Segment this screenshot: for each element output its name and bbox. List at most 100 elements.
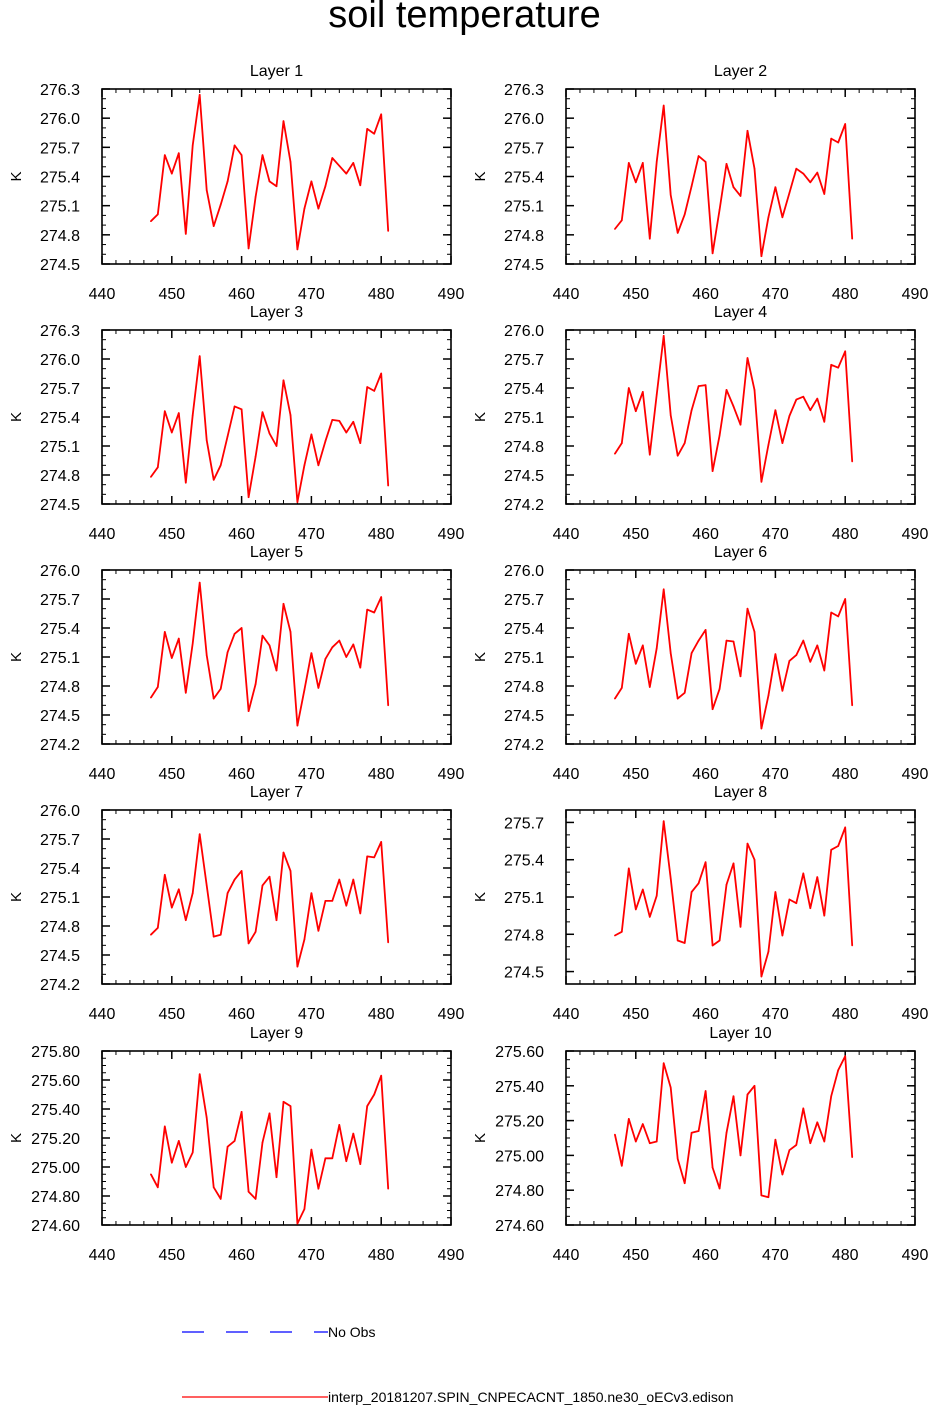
data-point: [338, 1124, 341, 1126]
data-point: [373, 856, 376, 859]
y-tick-label: 274.5: [40, 708, 80, 725]
data-point: [296, 724, 299, 727]
y-tick-label: 276.3: [40, 323, 80, 340]
data-point: [177, 152, 180, 154]
data-point: [676, 939, 679, 942]
data-point: [655, 894, 658, 897]
data-point: [317, 930, 320, 932]
data-point: [310, 180, 313, 183]
y-axis-label: K: [472, 652, 489, 662]
data-point: [352, 162, 355, 164]
plot-frame: [101, 329, 452, 505]
data-point: [164, 410, 166, 413]
y-tick-label: 275.1: [504, 890, 544, 907]
data-point: [704, 861, 707, 863]
data-point: [635, 181, 637, 184]
data-point: [641, 391, 644, 393]
y-tick-label: 274.8: [504, 927, 544, 944]
data-point: [268, 875, 271, 878]
data-point: [635, 1140, 637, 1143]
y-tick-label: 275.1: [40, 650, 80, 667]
y-tick-label: 274.2: [40, 977, 80, 994]
data-point: [366, 608, 369, 611]
data-point: [254, 196, 257, 198]
data-point: [359, 912, 362, 915]
data-point: [352, 878, 355, 881]
data-point: [177, 637, 180, 640]
data-point: [795, 654, 798, 656]
y-axis-label: K: [8, 1133, 25, 1143]
y-tick-label: 274.5: [40, 948, 80, 965]
data-point: [219, 1198, 222, 1200]
data-point: [212, 935, 215, 938]
data-point: [240, 627, 243, 629]
data-point: [177, 888, 180, 891]
data-point: [753, 858, 756, 861]
series-line: [150, 833, 390, 968]
data-point: [760, 975, 763, 978]
data-point: [669, 652, 672, 654]
data-point: [635, 662, 637, 665]
y-tick-label: 274.2: [504, 497, 544, 514]
solid-line-swatch: [182, 1396, 328, 1398]
data-point: [802, 172, 805, 175]
data-point: [802, 1107, 805, 1110]
data-point: [725, 163, 728, 165]
data-point: [844, 1055, 846, 1058]
panel-title: Layer 5: [250, 544, 303, 561]
series-line: [614, 104, 854, 258]
data-point: [359, 442, 362, 444]
data-point: [628, 387, 630, 389]
y-tick-label: 276.0: [504, 111, 544, 128]
data-point: [837, 615, 840, 618]
data-point: [690, 891, 693, 893]
data-point: [725, 883, 728, 886]
data-point: [331, 157, 334, 159]
data-point: [683, 942, 686, 944]
data-point: [303, 207, 306, 210]
y-tick-label: 275.7: [504, 815, 544, 832]
data-point: [268, 432, 271, 435]
data-point: [324, 185, 327, 188]
data-point: [198, 1073, 201, 1075]
y-tick-label: 274.5: [504, 468, 544, 485]
data-point: [641, 162, 644, 164]
x-tick-label: 490: [902, 1006, 929, 1023]
y-tick-label: 276.0: [40, 352, 80, 369]
data-point: [781, 934, 784, 937]
data-point: [837, 1069, 840, 1071]
data-point: [184, 691, 187, 694]
data-point: [150, 476, 152, 478]
y-tick-label: 274.2: [40, 737, 80, 754]
y-tick-label: 276.3: [504, 82, 544, 99]
data-point: [753, 1085, 756, 1087]
x-tick-label: 440: [553, 286, 580, 303]
data-point: [655, 647, 658, 650]
data-point: [802, 639, 805, 642]
data-point: [767, 694, 770, 697]
data-point: [261, 1141, 264, 1144]
data-point: [788, 660, 791, 662]
x-tick-label: 450: [158, 286, 185, 303]
data-point: [690, 1131, 693, 1134]
plot-frame: [565, 569, 916, 745]
data-point: [732, 862, 735, 865]
data-point: [614, 1133, 616, 1136]
data-point: [844, 350, 846, 353]
data-point: [676, 697, 679, 700]
data-point: [635, 410, 637, 413]
data-point: [795, 398, 798, 401]
data-point: [331, 419, 334, 421]
data-point: [683, 691, 686, 694]
data-point: [739, 195, 742, 197]
data-point: [655, 393, 658, 396]
x-tick-label: 470: [298, 1006, 325, 1023]
data-point: [781, 216, 784, 219]
panel-6: Layer 6 K 274.2 274.5 274.8 275.1 275.4 275.7 27…: [472, 544, 928, 783]
x-tick-label: 470: [762, 286, 789, 303]
data-point: [366, 855, 369, 858]
data-point: [683, 213, 686, 216]
data-point: [621, 442, 623, 444]
data-point: [669, 877, 672, 880]
data-point: [184, 1166, 187, 1168]
